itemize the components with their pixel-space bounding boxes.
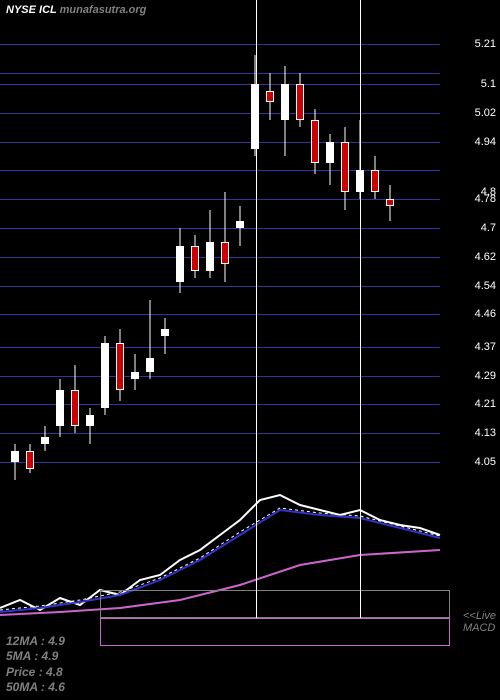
source-label: munafasutra.org [60,4,147,16]
stats-panel: 12MA : 4.9 5MA : 4.9 Price : 4.8 50MA : … [6,634,65,696]
ma50-stat: 50MA : 4.6 [6,680,65,696]
macd-box-grey [100,590,450,618]
live-label: <<Live [463,610,496,622]
vertical-line-2 [360,0,361,618]
chart-header: NYSE ICL munafasutra.org [6,4,146,16]
macd-text: MACD [463,622,496,634]
stock-chart-container: NYSE ICL munafasutra.org 5.215.15.024.94… [0,0,500,700]
vertical-line-1 [256,0,257,618]
macd-label: <<Live MACD [463,610,496,634]
ma5-stat: 5MA : 4.9 [6,649,65,665]
ticker-label: NYSE ICL [6,4,57,16]
ma12-stat: 12MA : 4.9 [6,634,65,650]
price-chart-area: 5.215.15.024.944.84.784.74.624.544.464.3… [0,0,500,480]
price-stat: Price : 4.8 [6,665,65,681]
macd-box-pink [100,618,450,646]
